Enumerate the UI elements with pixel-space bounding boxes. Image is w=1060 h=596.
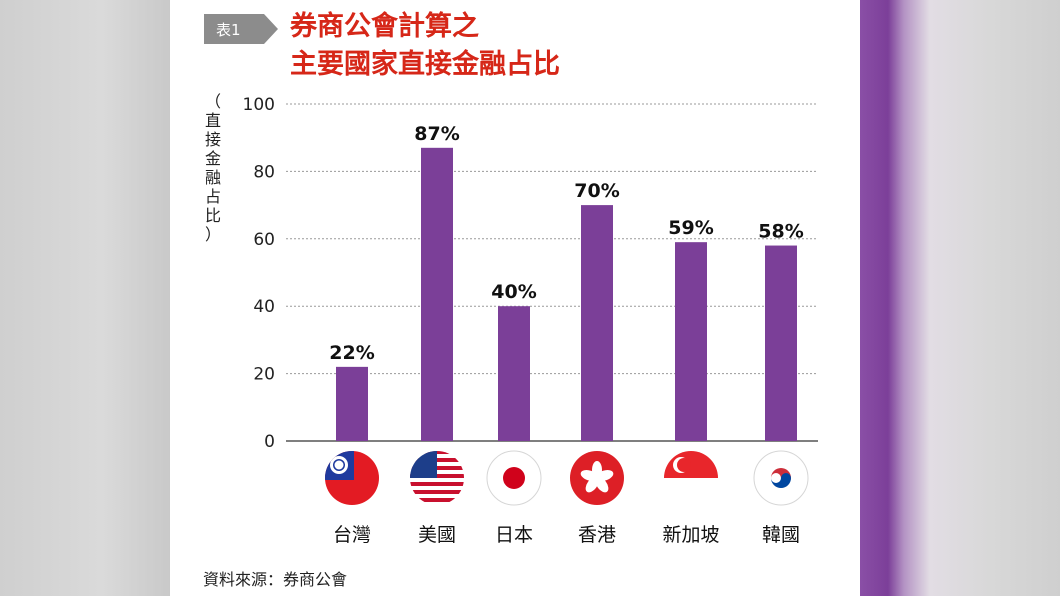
bar-3	[581, 205, 613, 441]
usa-flag-icon	[409, 450, 465, 510]
y-tick-label-20: 20	[253, 365, 275, 385]
bar-value-label-5: 58%	[758, 221, 803, 243]
y-axis-label: （ 直 接 金 融 占 比 ）	[204, 92, 221, 244]
x-tick-label-5: 韓國	[761, 524, 800, 546]
x-tick-label-0: 台灣	[332, 524, 371, 546]
bar-value-label-0: 22%	[329, 342, 374, 364]
bar-value-label-4: 59%	[668, 217, 713, 239]
singapore-flag-icon	[663, 450, 719, 510]
bar-2	[498, 306, 530, 441]
bar-4	[675, 242, 707, 441]
title-line-1: 券商公會計算之	[290, 11, 479, 42]
x-tick-label-2: 日本	[494, 524, 533, 546]
y-tick-label-0: 0	[264, 432, 275, 452]
y-tick-label-40: 40	[253, 297, 275, 317]
table-tag: 表1	[204, 14, 278, 44]
bar-value-label-1: 87%	[414, 123, 459, 145]
korea-flag-icon	[753, 450, 809, 510]
bar-1	[421, 147, 453, 441]
x-tick-label-3: 香港	[577, 524, 616, 546]
y-tick-label-100: 100	[243, 95, 275, 115]
bar-chart: 0 20 40 60 80 100 22% 87% 40% 70% 59% 58%	[243, 95, 818, 452]
title-line-2: 主要國家直接金融占比	[290, 49, 560, 80]
background-left	[0, 0, 170, 596]
taiwan-flag-icon	[324, 450, 380, 510]
tag-label: 表1	[216, 21, 241, 39]
chart-title: 券商公會計算之 主要國家直接金融占比	[290, 8, 560, 84]
y-tick-label-60: 60	[253, 230, 275, 250]
x-tick-label-4: 新加坡	[662, 524, 720, 546]
japan-flag-icon	[486, 450, 542, 510]
bar-0	[336, 366, 368, 441]
bar-5	[765, 245, 797, 441]
bar-value-label-2: 40%	[491, 281, 536, 303]
source-note: 資料來源：券商公會	[203, 570, 348, 589]
chart-card: 表1 券商公會計算之 主要國家直接金融占比 （ 直 接 金 融 占 比 ） 0 2…	[170, 0, 860, 596]
bar-value-label-3: 70%	[574, 180, 619, 202]
x-tick-label-1: 美國	[417, 524, 456, 546]
background-right	[860, 0, 1060, 596]
hong-kong-flag-icon	[569, 450, 625, 510]
y-tick-label-80: 80	[253, 162, 275, 182]
tag-arrow-shape	[204, 14, 278, 44]
